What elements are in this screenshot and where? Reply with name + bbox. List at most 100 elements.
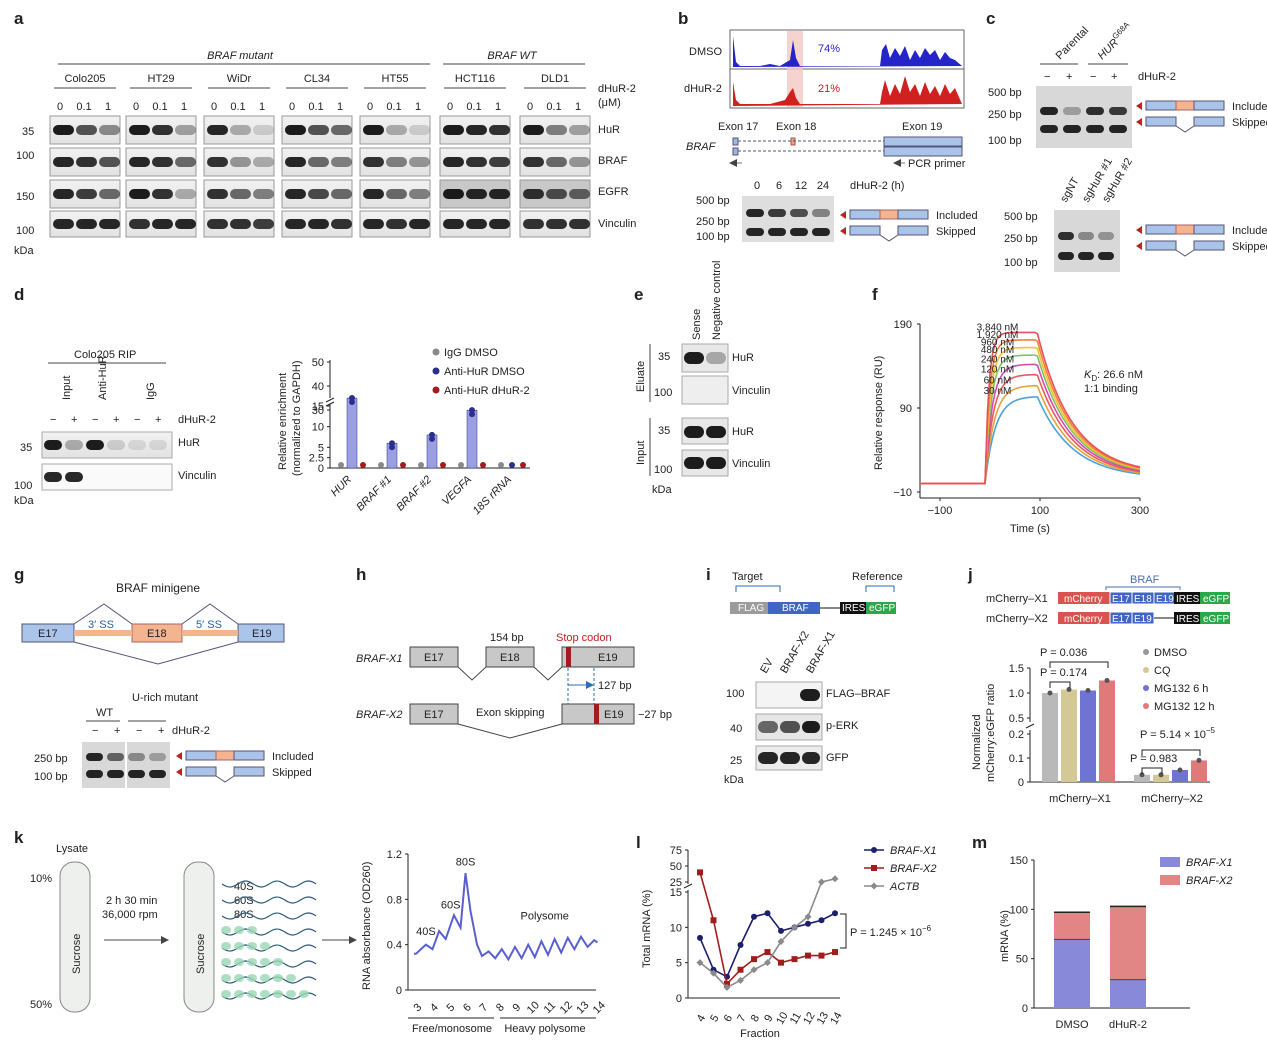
svg-text:2 h 30 min: 2 h 30 min [106, 895, 157, 907]
mrna-strand [221, 912, 317, 920]
svg-text:Exon skipping: Exon skipping [476, 707, 545, 719]
data-point [737, 966, 744, 973]
y-tick: 1.5 [1009, 663, 1024, 675]
y-tick: 90 [900, 403, 912, 415]
mrna-strand [221, 880, 317, 888]
protein-band [152, 157, 173, 167]
svg-text:FLAG–BRAF: FLAG–BRAF [826, 688, 890, 700]
pcr-primer-label: PCR primer [908, 158, 966, 170]
dose-label: 0.1 [230, 101, 245, 113]
braf-mutant-label: BRAF mutant [207, 50, 274, 62]
svg-text:BRAF minigene: BRAF minigene [116, 581, 200, 595]
ladder-100: 100 bp [696, 231, 730, 243]
data-point [751, 913, 757, 920]
protein-band [308, 219, 329, 229]
sign: − [136, 725, 142, 737]
data-point [737, 976, 744, 984]
protein-band [443, 189, 464, 199]
concentration-label: 240 nM [981, 354, 1014, 365]
protein-band [207, 219, 228, 229]
timepoint: 0 [754, 180, 760, 192]
panel-letter-m: m [972, 833, 987, 852]
panel-c: Parental HURG68A − + − + dHuR-2 500 bp 2… [988, 20, 1267, 272]
data-point [791, 923, 798, 931]
panel-d-blot: Colo205 RIP Input Anti-HuR IgG − + − + − + dH… [14, 349, 216, 507]
ribosome [234, 926, 244, 934]
svg-text:Sucrose: Sucrose [71, 934, 83, 974]
p-value: P = 0.036 [1040, 647, 1087, 659]
protein-band [331, 157, 352, 167]
svg-text:500 bp: 500 bp [1004, 211, 1038, 223]
data-point [1066, 687, 1072, 692]
vinculin-band [684, 457, 704, 469]
ires-box [1174, 592, 1200, 604]
mcherry-box [1058, 592, 1110, 604]
svg-text:100: 100 [654, 464, 672, 476]
sensorgram-line [920, 339, 1141, 485]
protein-band [386, 189, 407, 199]
protein-band [466, 219, 487, 229]
data-point [832, 949, 838, 956]
x-tick: 4 [695, 1013, 708, 1024]
bar [1099, 680, 1115, 782]
category-label: mCherry–X2 [1141, 793, 1203, 805]
y-axis-label: Normalized [971, 714, 983, 770]
y-tick: 190 [894, 319, 912, 331]
svg-text:EV: EV [758, 656, 776, 675]
svg-text:−: − [1044, 71, 1050, 83]
protein-band [443, 125, 464, 135]
time-axis-label: dHuR-2 (h) [850, 180, 904, 192]
protein-band [76, 125, 97, 135]
svg-text:HuR: HuR [732, 426, 754, 438]
panel-e: Sense Negative control Eluate Input 35 1… [635, 261, 770, 497]
protein-band [466, 189, 487, 199]
gel-c-top [1036, 86, 1132, 148]
dose-label: 1 [415, 101, 421, 113]
data-point [1177, 767, 1183, 773]
legend-label: BRAF-X2 [890, 863, 936, 875]
y-tick: 0 [1022, 1003, 1028, 1015]
y-tick: 0.5 [1009, 713, 1024, 725]
protein-band [175, 125, 196, 135]
panel-letter-a: a [14, 9, 24, 28]
x-tick: −100 [928, 505, 953, 517]
protein-band [523, 189, 544, 199]
protein-band [253, 157, 274, 167]
included-band [1098, 232, 1114, 240]
protein-band [129, 189, 150, 199]
protein-band [363, 219, 384, 229]
legend-label: CQ [1154, 665, 1171, 677]
skipped-band [1098, 252, 1114, 260]
skipped-band [746, 228, 764, 236]
dose-label: 0.1 [546, 101, 561, 113]
data-point [778, 927, 784, 934]
svg-text:Lysate: Lysate [56, 843, 88, 855]
data-point [697, 934, 703, 941]
y-tick: 0 [676, 993, 682, 1005]
western-blots [49, 115, 591, 238]
protein-band [230, 157, 251, 167]
protein-band [285, 219, 306, 229]
data-point [458, 462, 464, 468]
x-axis-label: Fraction [740, 1028, 780, 1040]
panel-letter-c: c [986, 9, 995, 28]
protein-band [489, 219, 510, 229]
concentration-label: 960 nM [981, 338, 1014, 349]
svg-text:Reference: Reference [852, 571, 903, 583]
concentration-label: 1,920 nM [977, 330, 1019, 341]
skipped-label: Skipped [272, 767, 312, 779]
protein-band [569, 189, 590, 199]
pct-dmso: 74% [818, 43, 840, 55]
svg-text:Vinculin: Vinculin [732, 458, 770, 470]
protein-band [152, 125, 173, 135]
hur-band [65, 440, 83, 450]
protein-band [443, 157, 464, 167]
protein-band [308, 189, 329, 199]
gfp-band [802, 752, 820, 764]
included-band [128, 753, 145, 761]
series-line [699, 912, 836, 978]
y-tick: 100 [1010, 904, 1028, 916]
stacked-bar [1110, 979, 1146, 1008]
hur-band [706, 426, 726, 438]
x-tick: 11 [788, 1011, 804, 1027]
